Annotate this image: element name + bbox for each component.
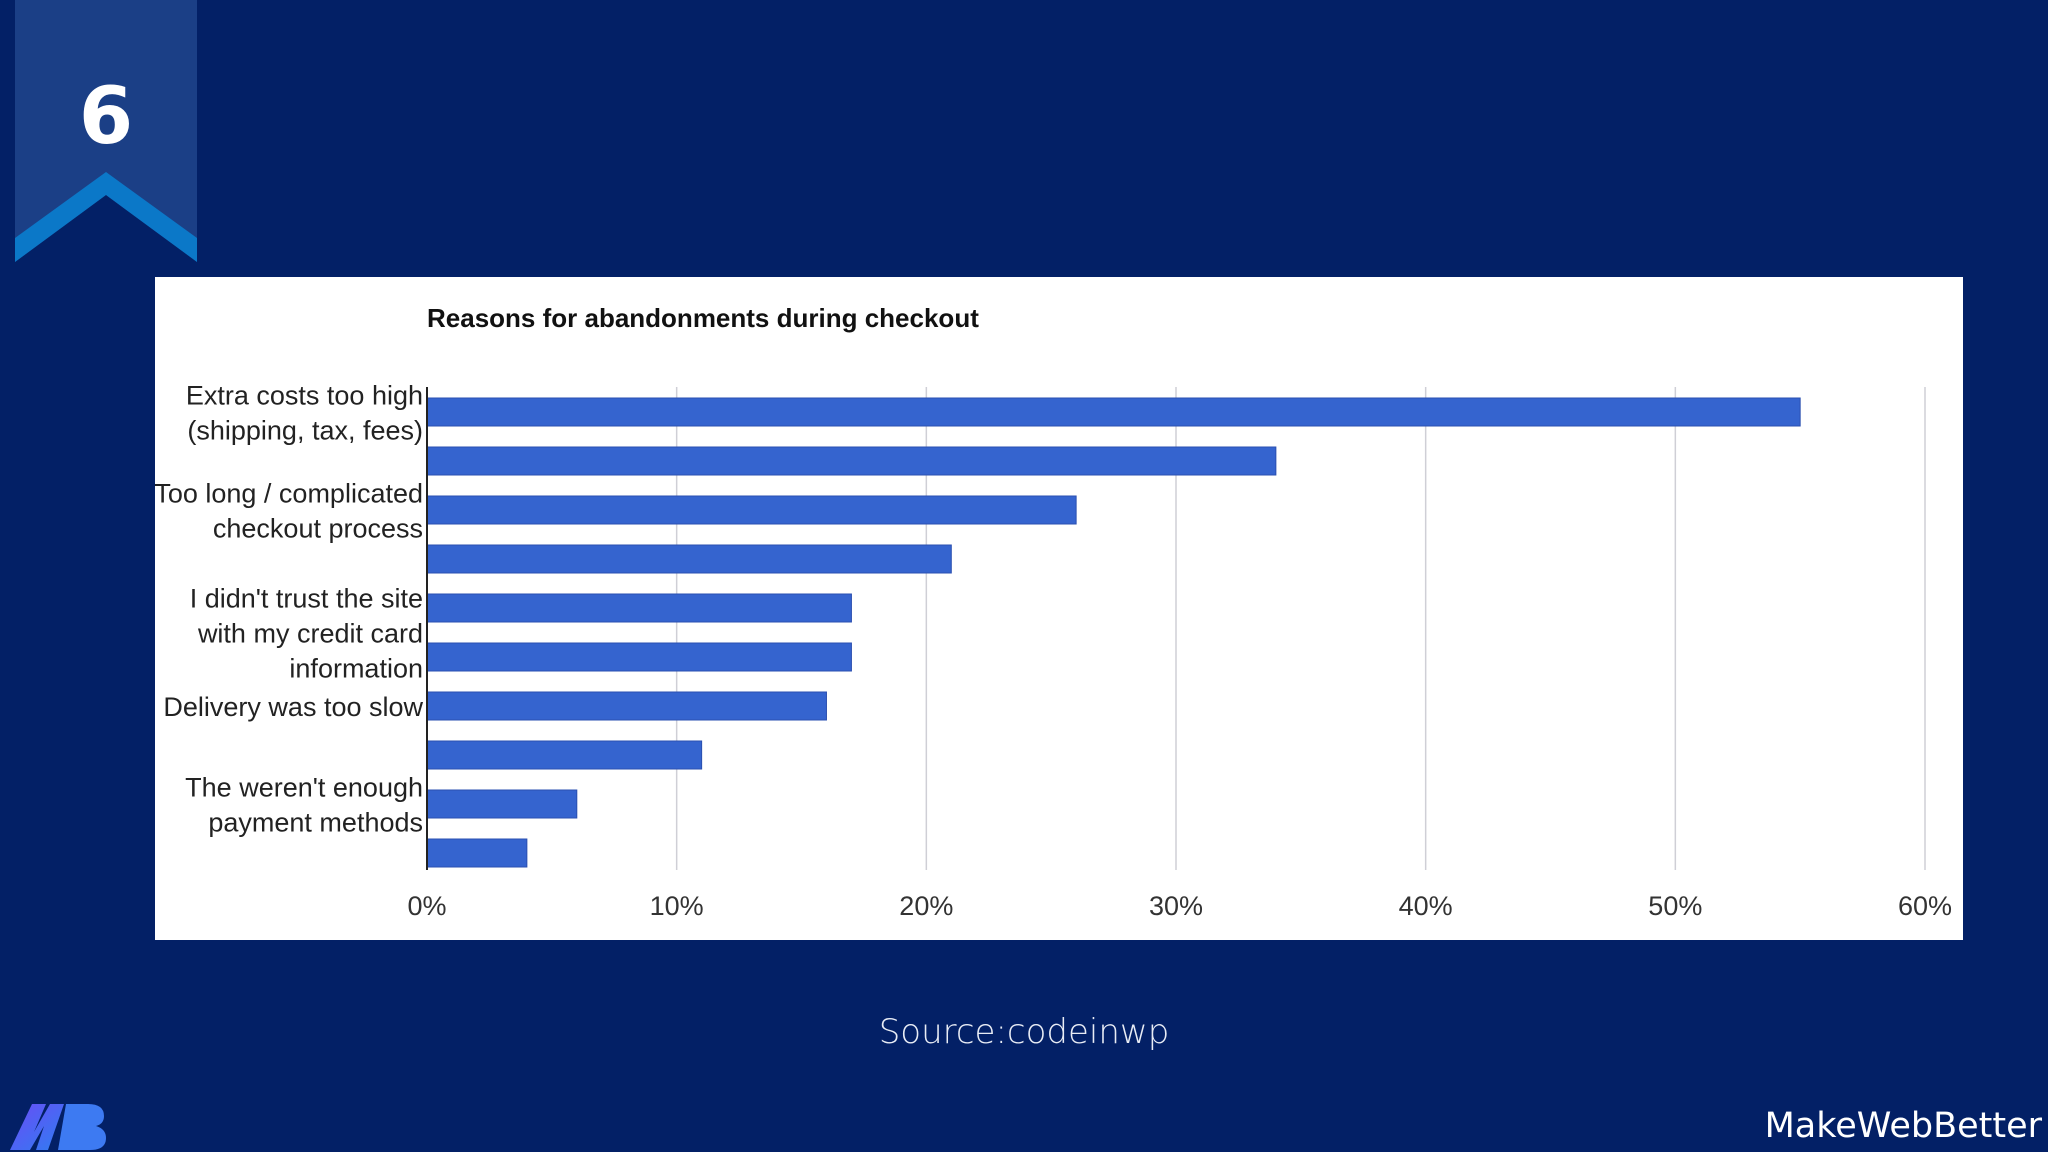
chart-panel: Reasons for abandonments during checkout… [155,277,1963,940]
bar [426,495,1077,525]
number-ribbon [15,0,197,262]
category-label: information [289,654,423,684]
bar [426,838,528,868]
brand-name: MakeWebBetter [1764,1106,2042,1146]
category-label: with my credit card [197,619,423,649]
chart-title: Reasons for abandonments during checkout [427,303,979,333]
category-label: payment methods [208,808,423,838]
category-label: (shipping, tax, fees) [187,416,423,446]
x-tick-label: 60% [1898,891,1952,921]
bar [426,789,578,819]
category-label: checkout process [213,514,423,544]
x-tick-label: 20% [899,891,953,921]
category-label: Extra costs too high [186,381,423,411]
ribbon-chevron [15,172,197,262]
bar [426,691,827,721]
bar [426,642,852,672]
ribbon-body [15,0,197,262]
category-label: The weren't enough [185,773,423,803]
x-tick-label: 50% [1648,891,1702,921]
category-label: Delivery was too slow [163,692,423,722]
bar [426,446,1277,476]
x-tick-label: 30% [1149,891,1203,921]
bar [426,544,952,574]
x-tick-label: 40% [1399,891,1453,921]
x-tick-label: 0% [407,891,446,921]
bar [426,740,703,770]
source-caption: Source:codeinwp [878,1012,1170,1052]
bar-chart: Reasons for abandonments during checkout… [155,303,1952,921]
makewebbetter-logo-icon [10,1104,106,1150]
x-tick-label: 10% [650,891,704,921]
category-label: I didn't trust the site [190,584,423,614]
bar [426,397,1801,427]
category-label: Too long / complicated [155,479,423,509]
bar [426,593,852,623]
slide-number: 6 [78,72,134,162]
